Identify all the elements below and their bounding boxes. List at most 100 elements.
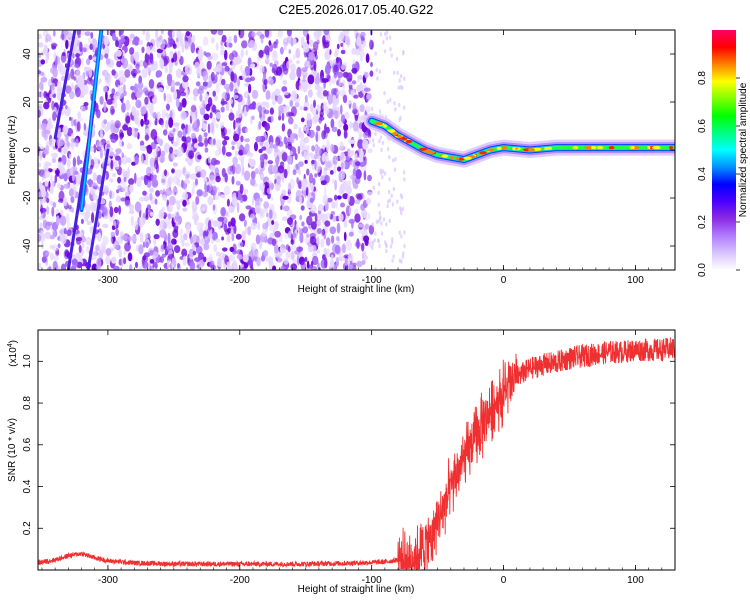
spectrogram-cell [339,183,346,194]
spectrogram-cell [306,113,312,121]
spectrogram-cell [163,244,167,250]
spectrogram-cell [378,109,382,114]
spectrogram-cell [181,98,187,108]
spectrogram-cell [148,79,155,89]
spectrogram-cell [155,70,163,78]
spectrogram-cell [103,119,108,125]
spectrogram-cell [289,251,296,261]
spectrogram-cell [280,46,284,55]
spectrogram-cell [385,36,389,41]
spectrogram-cell [329,226,337,235]
spectrogram-cell [189,249,194,261]
spectrogram-cell [102,245,106,254]
spectrogram-cell [123,36,130,47]
spectrogram-cell [232,156,238,166]
spectrogram-cell [241,263,244,268]
spectrogram-cell [66,140,71,149]
spectrogram-cell [245,205,252,210]
spectrogram-cell [370,106,374,112]
spectrogram-cell [60,263,66,270]
spectrogram-cell [196,222,204,233]
spectrogram-cell [129,33,135,39]
spectrogram-cell [362,40,367,48]
spectrogram-cell [296,66,302,78]
spectrogram-cell [350,174,357,180]
spectrogram-cell [313,99,316,109]
spectrogram-cell [156,48,164,54]
signal-hotspot [591,146,597,150]
spectrogram-cell [330,143,335,153]
spectrogram-cell [189,173,197,181]
spectrogram-cell [125,157,132,164]
spectrogram-cell [229,98,233,105]
spectrogram-cell [166,204,173,213]
spectrogram-cell [115,228,119,236]
spectrogram-cell [240,64,243,73]
spectrogram-cell [81,242,85,248]
spectrogram-cell [247,226,252,236]
colorbar-axis: 0.0 0.2 0.4 0.6 0.8 [697,71,740,277]
spectrogram-cell [189,261,196,270]
spectrogram-cell [403,76,406,82]
spectrogram-cell [38,33,42,40]
spectrogram-cell [322,90,328,97]
spectrogram-cell [85,245,90,253]
spectrogram-cell [53,30,56,37]
spectrogram-cell [85,69,89,78]
spectrogram-cell [168,68,173,75]
spectrogram-cell [355,161,361,167]
spectrogram-cell [51,82,56,93]
spectrogram-cell [184,40,189,51]
spectrogram-cell [243,219,247,228]
spectrogram-cell [237,77,241,87]
spectrogram-cell [187,160,193,166]
spectrogram-cell [295,223,299,231]
spectrogram-cell [290,244,297,251]
signal-hotspot [383,124,387,128]
spectrogram-cell [343,220,348,228]
spectrogram-cell [147,91,155,100]
spectrogram-cell [217,257,223,268]
spectrogram-cell [106,30,111,36]
snr-background [38,330,675,570]
spectrogram-cell [338,213,344,222]
spectrogram-cell [383,91,386,96]
spectrogram-cell [231,145,235,150]
spectrogram-cell [306,168,310,176]
spectrogram-cell [220,207,227,217]
spectrogram-cell [195,245,203,255]
spectrogram-cell [144,96,149,105]
spectrogram-cell [203,256,207,263]
spectrogram-cell [236,254,243,260]
spectrogram-cell [51,152,58,158]
spectrogram-cell [334,198,339,209]
spectrogram-cell [125,115,131,124]
spectrogram-cell [281,123,286,132]
spectrogram-cell [309,152,314,157]
spectrogram-cell [208,156,211,164]
spectrogram-cell [301,221,305,227]
spectrogram-cell [98,78,102,84]
spectrogram-cell [380,267,383,270]
spectrogram-cell [294,101,300,108]
spectrogram-cell [360,203,366,211]
spectrogram-cell [362,139,369,150]
spectrogram-cell [98,249,104,261]
spectrogram-cell [393,101,396,106]
spectrogram-cell [59,215,67,226]
spectrogram-cell [199,93,203,102]
spectrogram-cell [50,174,53,182]
spectrogram-cell [166,222,173,229]
spectrogram-cell [113,240,120,250]
spectrogram-cell [320,180,327,186]
spectrogram-cell [76,261,83,269]
spectrogram-cell [367,130,371,138]
spectrogram-cell [315,146,322,157]
spectrogram-cell [276,175,281,185]
spectrogram-cell [336,91,341,96]
colorbar-gradient [712,30,736,270]
spectrogram-cell [100,133,104,139]
spectrogram-cell [195,196,200,205]
spectrogram-cell [362,160,367,167]
spectrogram-cell [91,182,98,187]
